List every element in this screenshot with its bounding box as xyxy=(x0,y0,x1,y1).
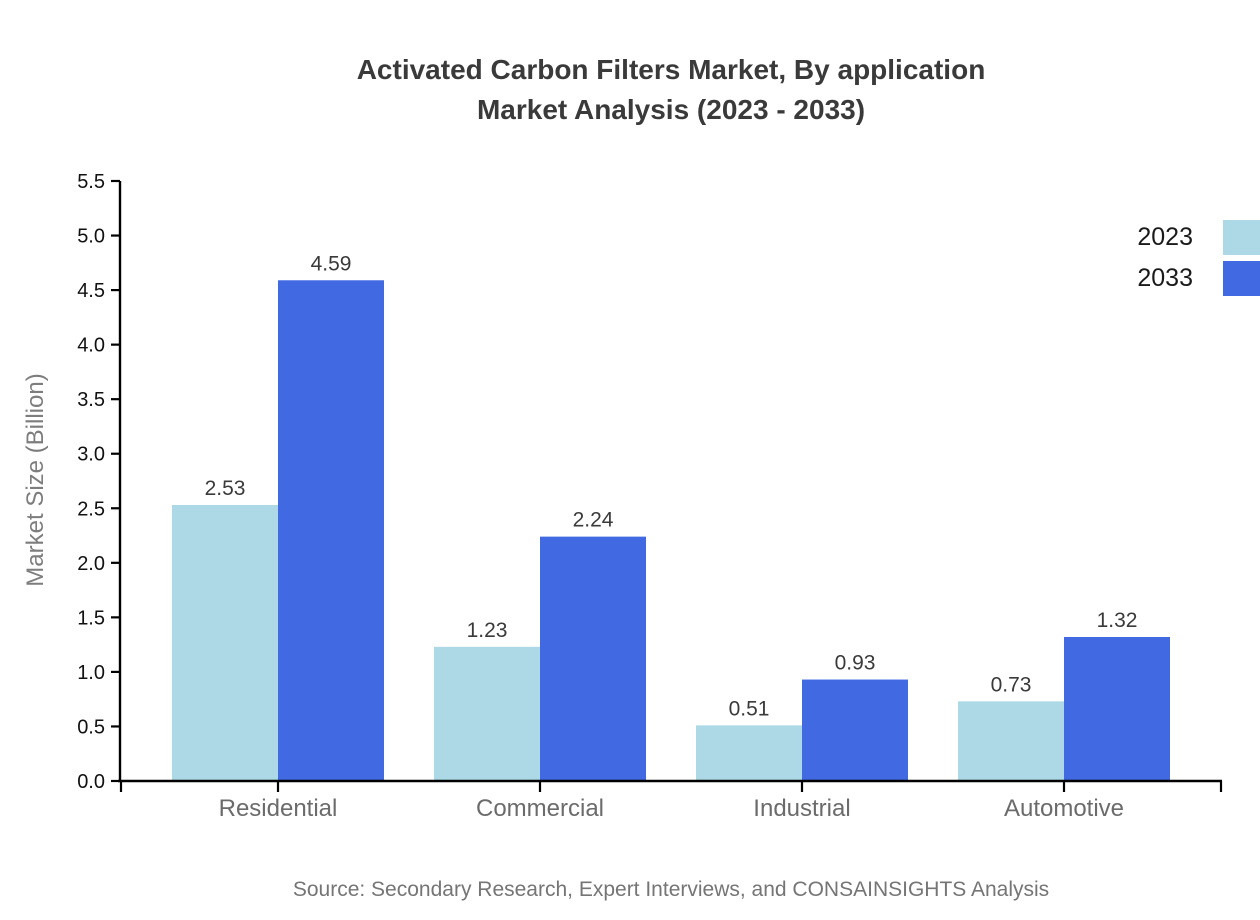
value-label-2023-commercial: 1.23 xyxy=(467,619,508,642)
legend-label-2033: 2033 xyxy=(1137,264,1193,292)
chart-title-line1: Activated Carbon Filters Market, By appl… xyxy=(356,54,986,85)
category-label-commercial: Commercial xyxy=(476,795,604,822)
category-label-automotive: Automotive xyxy=(1004,795,1124,822)
source-note: Source: Secondary Research, Expert Inter… xyxy=(292,878,1050,901)
value-label-2033-residential: 4.59 xyxy=(311,252,352,275)
bar-2033-industrial xyxy=(802,679,908,781)
category-label-residential: Residential xyxy=(219,795,338,822)
bar-2023-industrial xyxy=(696,725,802,781)
bar-2023-automotive xyxy=(958,701,1064,781)
y-tick-label: 5.0 xyxy=(77,226,105,248)
y-tick-label: 0.0 xyxy=(77,771,105,793)
chart-title-line2: Market Analysis (2023 - 2033) xyxy=(476,94,866,125)
value-label-2023-industrial: 0.51 xyxy=(729,697,770,720)
y-tick-label: 2.0 xyxy=(77,553,105,575)
bar-2033-automotive xyxy=(1064,637,1170,781)
y-tick-label: 3.0 xyxy=(77,444,105,466)
bar-2033-commercial xyxy=(540,536,646,781)
legend-item-2023: 2023 xyxy=(1137,220,1260,255)
y-tick-label: 4.5 xyxy=(77,280,105,302)
bar-2033-residential xyxy=(278,280,384,781)
value-label-2023-automotive: 0.73 xyxy=(991,673,1032,696)
value-label-2033-industrial: 0.93 xyxy=(835,652,876,675)
legend: 2023 2033 xyxy=(1137,220,1260,302)
legend-label-2023: 2023 xyxy=(1137,223,1193,251)
y-tick-label: 4.0 xyxy=(77,335,105,357)
y-tick-label: 3.5 xyxy=(77,389,105,411)
value-label-2033-automotive: 1.32 xyxy=(1097,609,1138,632)
legend-item-2033: 2033 xyxy=(1137,261,1260,296)
chart-title: Activated Carbon Filters Market, By appl… xyxy=(120,50,1222,130)
bar-2023-residential xyxy=(172,505,278,781)
value-label-2033-commercial: 2.24 xyxy=(573,509,614,532)
legend-swatch-2023 xyxy=(1223,220,1260,255)
legend-swatch-2033 xyxy=(1223,261,1260,296)
y-tick-label: 0.5 xyxy=(77,716,105,738)
y-tick-label: 1.0 xyxy=(77,662,105,684)
bar-2023-commercial xyxy=(434,646,540,781)
value-label-2023-residential: 2.53 xyxy=(205,477,246,500)
category-label-industrial: Industrial xyxy=(753,795,850,822)
y-tick-label: 1.5 xyxy=(77,607,105,629)
y-tick-label: 2.5 xyxy=(77,498,105,520)
y-tick-label: 5.5 xyxy=(77,171,105,193)
y-axis-title: Market Size (Billion) xyxy=(22,373,49,587)
